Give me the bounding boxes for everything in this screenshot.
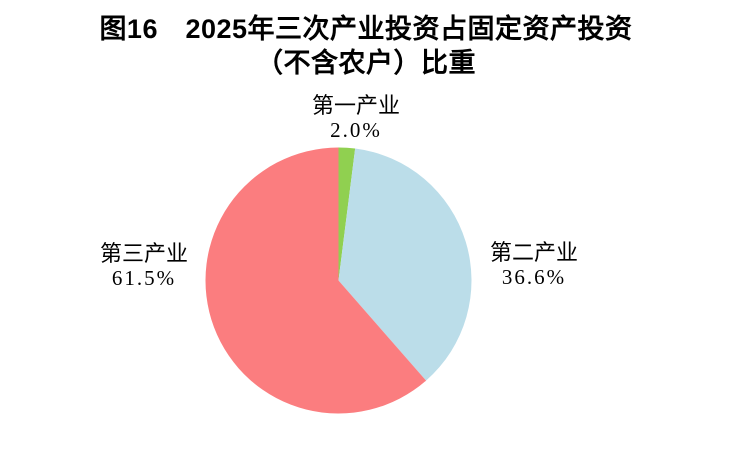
label-primary-industry-name: 第一产业 — [311, 93, 400, 118]
pie-slice-tertiary-industry — [205, 147, 427, 414]
label-primary-industry: 第一产业 2.0% — [246, 93, 466, 143]
label-tertiary-industry-name: 第三产业 — [99, 241, 188, 266]
label-tertiary-industry: 第三产业 61.5% — [34, 241, 254, 291]
chart-title-line-1: 图16 2025年三次产业投资占固定资产投资 — [99, 14, 633, 44]
label-secondary-industry-name: 第二产业 — [489, 240, 578, 265]
label-secondary-industry: 第二产业 36.6% — [424, 240, 644, 290]
label-tertiary-industry-value: 61.5% — [111, 266, 177, 290]
label-secondary-industry-value: 36.6% — [501, 265, 567, 289]
chart-title: 图16 2025年三次产业投资占固定资产投资 （不含农户）比重 — [0, 12, 732, 80]
label-primary-industry-value: 2.0% — [330, 118, 382, 142]
pie-slice-secondary-industry — [338, 148, 472, 381]
chart-title-line-2: （不含农户）比重 — [256, 48, 476, 78]
pie-slice-primary-industry — [338, 147, 356, 281]
